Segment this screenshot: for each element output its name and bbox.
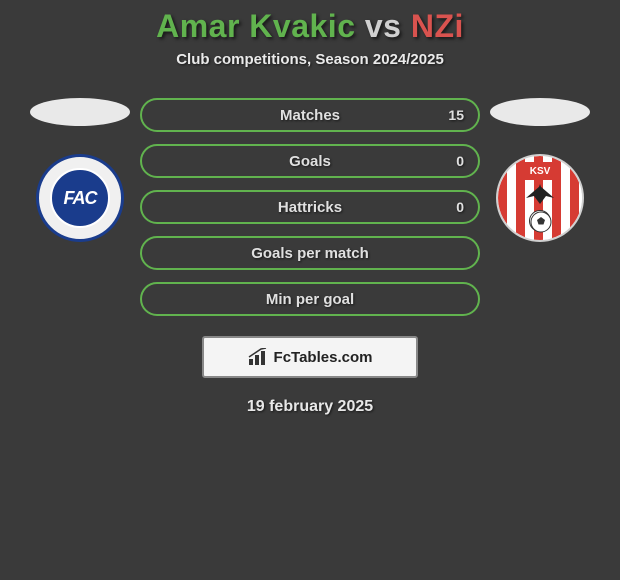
fctables-chart-icon	[248, 348, 268, 366]
stat-label: Goals	[289, 153, 331, 170]
infographic-container: Amar Kvakic vs NZi Club competitions, Se…	[0, 0, 620, 416]
date-text: 19 february 2025	[247, 398, 373, 416]
fac-badge-text: FAC	[64, 188, 97, 209]
left-side: FAC	[30, 98, 130, 242]
left-club-badge: FAC	[36, 154, 124, 242]
stat-label: Matches	[280, 107, 340, 124]
player1-name: Amar Kvakic	[156, 8, 355, 44]
right-club-badge: KSV	[496, 154, 584, 242]
stat-label: Min per goal	[266, 291, 354, 308]
subtitle: Club competitions, Season 2024/2025	[176, 51, 444, 68]
fctables-text: FcTables.com	[274, 349, 373, 366]
fac-inner-circle: FAC	[50, 168, 110, 228]
ksv-badge-text: KSV	[530, 166, 551, 177]
ksv-top-banner: KSV	[519, 162, 561, 180]
player2-name: NZi	[411, 8, 464, 44]
ksv-eagle-icon	[516, 182, 564, 212]
left-player-avatar	[30, 98, 130, 126]
stat-row-hattricks: Hattricks 0	[140, 190, 480, 224]
stat-right-value: 0	[456, 153, 464, 169]
stats-column: Matches 15 Goals 0 Hattricks 0 Goals per…	[140, 98, 480, 316]
fctables-brand-box: FcTables.com	[202, 336, 418, 378]
stat-right-value: 0	[456, 199, 464, 215]
right-player-avatar	[490, 98, 590, 126]
stat-row-goals-per-match: Goals per match	[140, 236, 480, 270]
stat-label: Hattricks	[278, 199, 342, 216]
ksv-ball-icon	[529, 210, 551, 232]
stat-row-goals: Goals 0	[140, 144, 480, 178]
vs-text: vs	[365, 8, 402, 44]
stat-row-matches: Matches 15	[140, 98, 480, 132]
stat-label: Goals per match	[251, 245, 369, 262]
stat-right-value: 15	[448, 107, 464, 123]
right-side: KSV	[490, 98, 590, 242]
main-row: FAC Matches 15 Goals 0 Hattricks 0	[0, 98, 620, 316]
comparison-title: Amar Kvakic vs NZi	[156, 8, 464, 45]
stat-row-min-per-goal: Min per goal	[140, 282, 480, 316]
